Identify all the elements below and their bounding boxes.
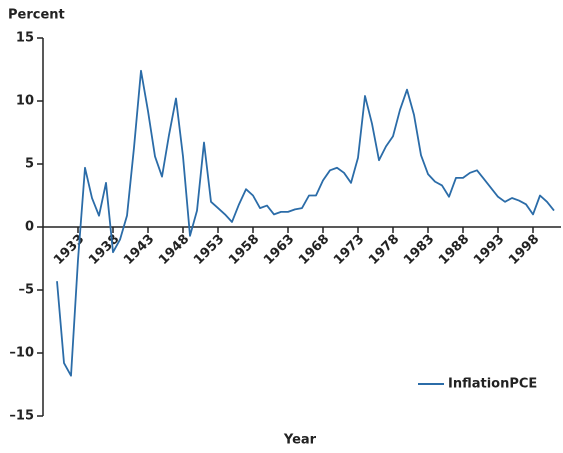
y-tick-label: 0 (25, 220, 34, 235)
x-tick-label: 1933 (51, 232, 87, 268)
y-tick-label: –10 (9, 346, 34, 361)
x-axis-label: Year (283, 433, 317, 448)
y-tick-label: –15 (9, 409, 34, 424)
y-axis-label: Percent (8, 8, 65, 23)
x-tick-label: 1988 (436, 232, 472, 268)
x-tick-label: 1938 (86, 232, 122, 268)
data-line (56, 69, 555, 377)
x-tick-label: 1948 (156, 232, 192, 268)
y-tick-label: 10 (16, 94, 34, 109)
x-tick-label: 1993 (471, 232, 507, 268)
x-tick-label: 1963 (261, 232, 297, 268)
x-tick-label: 1943 (121, 232, 157, 268)
y-tick-label: –5 (18, 283, 34, 298)
y-tick-label: 15 (16, 31, 34, 46)
x-tick-label: 1968 (296, 232, 332, 268)
x-tick-label: 1973 (331, 232, 367, 268)
x-tick-label: 1958 (226, 232, 262, 268)
legend-label: InflationPCE (448, 377, 537, 392)
x-tick-label: 1978 (366, 232, 402, 268)
x-tick-label: 1983 (401, 232, 437, 268)
x-tick-label: 1998 (506, 232, 542, 268)
x-tick-label: 1953 (191, 232, 227, 268)
y-tick-label: 5 (25, 157, 34, 172)
